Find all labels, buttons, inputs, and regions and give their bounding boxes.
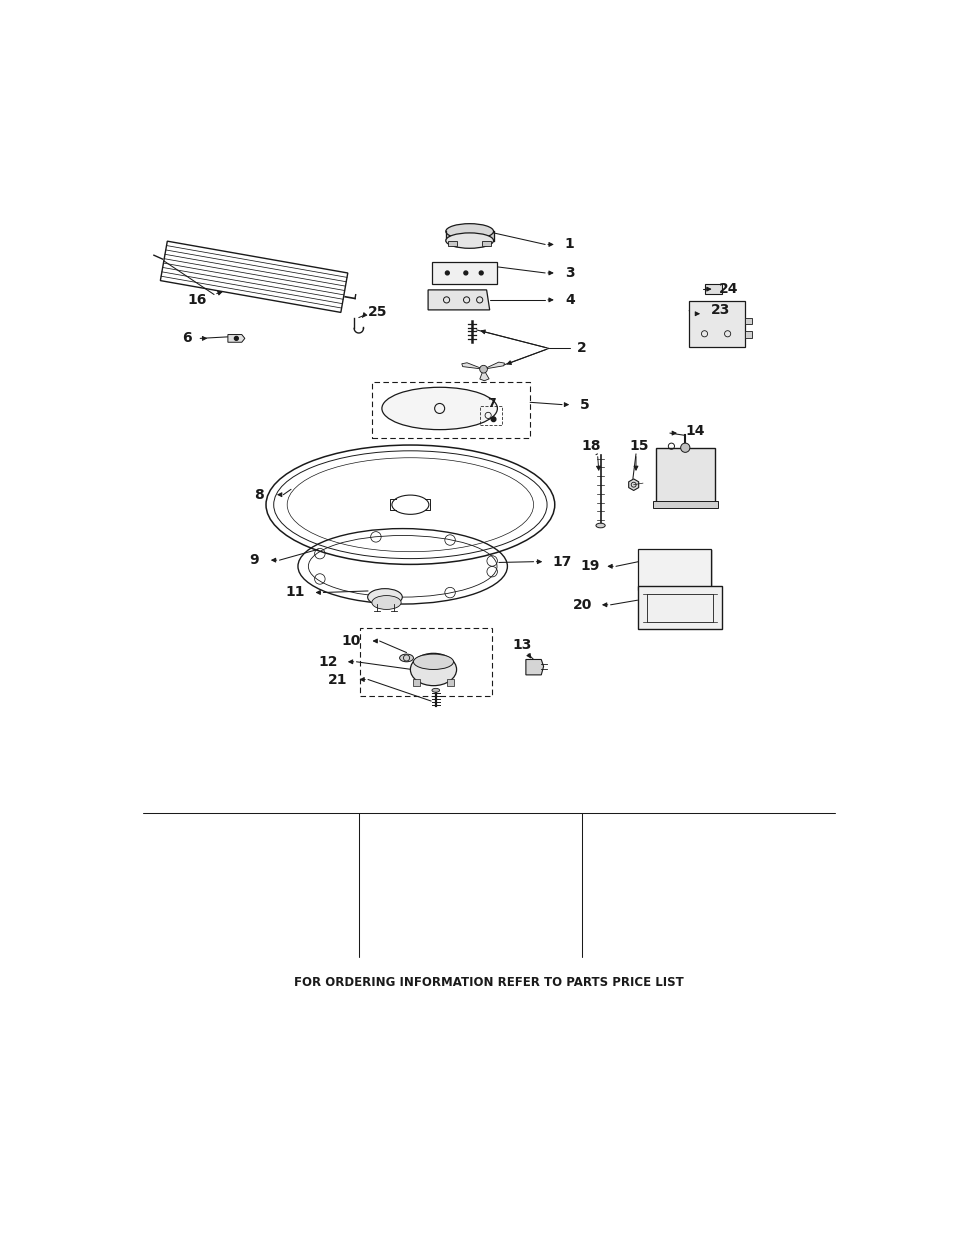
Bar: [482, 241, 491, 246]
FancyBboxPatch shape: [432, 262, 497, 284]
Ellipse shape: [596, 524, 604, 527]
Text: 11: 11: [285, 585, 304, 599]
Bar: [413, 679, 419, 687]
Bar: [743, 317, 752, 324]
Text: 21: 21: [327, 673, 347, 687]
Polygon shape: [525, 659, 543, 674]
Text: 7: 7: [486, 398, 496, 410]
Bar: [743, 331, 752, 337]
Text: 13: 13: [512, 637, 531, 652]
Polygon shape: [637, 587, 721, 630]
Text: 16: 16: [187, 293, 207, 306]
Text: 18: 18: [581, 440, 600, 453]
Text: 12: 12: [318, 655, 337, 669]
Bar: [447, 679, 453, 687]
Ellipse shape: [367, 589, 402, 605]
Text: 23: 23: [710, 303, 730, 317]
Circle shape: [491, 417, 496, 421]
Text: 3: 3: [564, 266, 574, 280]
Polygon shape: [461, 363, 483, 369]
Circle shape: [479, 366, 487, 373]
Polygon shape: [703, 284, 721, 294]
Ellipse shape: [381, 388, 497, 430]
Text: FOR ORDERING INFORMATION REFER TO PARTS PRICE LIST: FOR ORDERING INFORMATION REFER TO PARTS …: [294, 976, 683, 988]
Text: 24: 24: [718, 282, 738, 296]
Text: 1: 1: [564, 237, 574, 252]
Ellipse shape: [399, 655, 413, 662]
Text: 2: 2: [577, 341, 586, 356]
Circle shape: [234, 336, 238, 341]
Text: 5: 5: [579, 398, 590, 411]
Text: 25: 25: [367, 305, 387, 319]
FancyBboxPatch shape: [656, 448, 714, 503]
Polygon shape: [628, 479, 638, 490]
Ellipse shape: [372, 595, 400, 609]
Bar: [480, 406, 501, 425]
Circle shape: [478, 270, 482, 275]
Polygon shape: [479, 369, 489, 380]
FancyBboxPatch shape: [688, 300, 743, 347]
Ellipse shape: [445, 224, 493, 240]
Ellipse shape: [413, 655, 453, 669]
Ellipse shape: [410, 653, 456, 685]
Text: 15: 15: [629, 440, 648, 453]
Circle shape: [463, 270, 467, 275]
Circle shape: [445, 270, 449, 275]
Polygon shape: [483, 362, 504, 369]
Polygon shape: [638, 548, 710, 590]
Ellipse shape: [445, 233, 493, 248]
FancyBboxPatch shape: [652, 501, 717, 508]
Text: 10: 10: [341, 634, 360, 648]
Bar: [359, 627, 492, 695]
Ellipse shape: [432, 688, 439, 692]
Text: 9: 9: [249, 553, 258, 567]
Text: 14: 14: [685, 424, 704, 437]
Text: 17: 17: [552, 555, 571, 568]
Polygon shape: [428, 290, 489, 310]
Bar: [372, 383, 530, 437]
Polygon shape: [228, 335, 245, 342]
Text: 19: 19: [579, 559, 598, 573]
Text: 20: 20: [572, 598, 591, 611]
Circle shape: [679, 443, 689, 452]
Text: 4: 4: [564, 293, 574, 306]
Bar: [448, 241, 456, 246]
Text: 6: 6: [182, 331, 192, 346]
Text: 8: 8: [253, 488, 263, 501]
